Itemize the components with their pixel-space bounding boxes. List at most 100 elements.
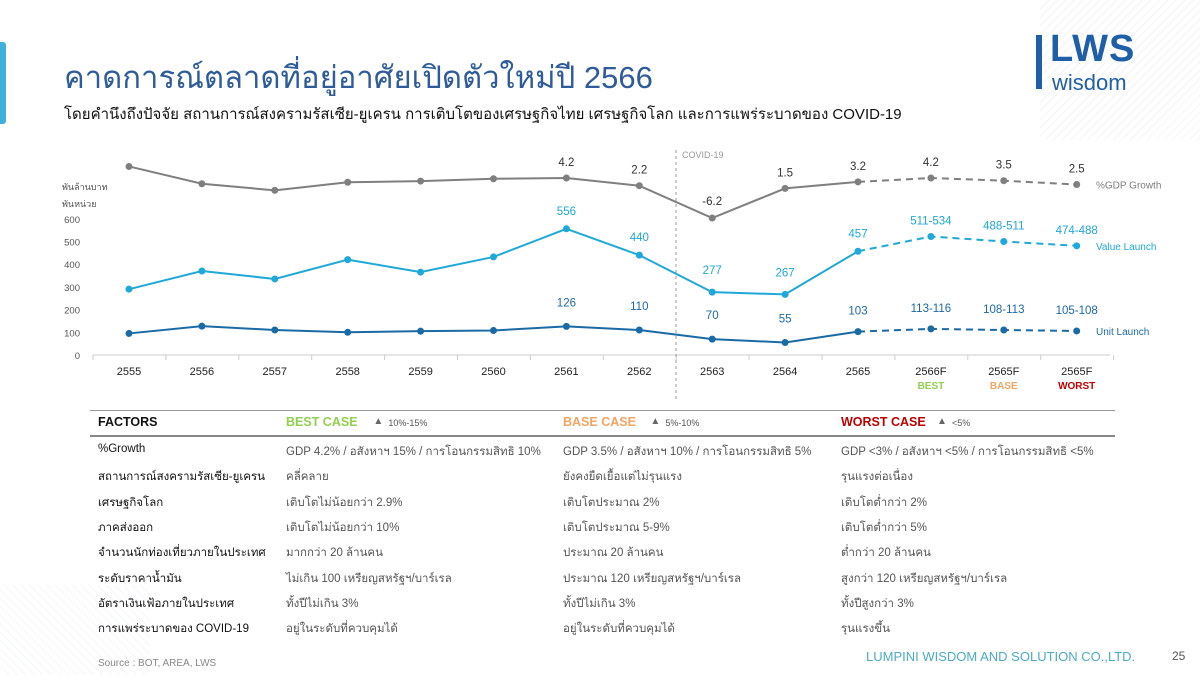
factor-label: ระดับราคาน้ำมัน [98, 572, 182, 585]
series-line-forecast [857, 235, 1077, 253]
line-chart: 2555 2556 2557 2558 2559 2560 2561 2562 2563 2564… [62, 150, 1161, 400]
data-label: 103 [848, 306, 867, 318]
data-label: 110 [630, 301, 648, 313]
case-value-base: ยังคงยืดเยื้อแต่ไม่รุนแรง [563, 471, 682, 484]
data-point [927, 233, 935, 241]
data-point [198, 322, 206, 330]
data-point [125, 329, 133, 337]
data-point [927, 174, 935, 182]
case-value-best: ไม่เกิน 100 เหรียญสหรัฐฯ/บาร์เรล [286, 572, 452, 585]
factors-header: FACTORS [98, 415, 158, 429]
data-point [198, 180, 206, 188]
series-name-label: Value Launch [1096, 242, 1156, 253]
case-value-base: ประมาณ 120 เหรียญสหรัฐฯ/บาร์เรล [563, 572, 742, 585]
data-label: 4.2 [558, 157, 574, 169]
data-point [490, 175, 497, 183]
case-value-best: อยู่ในระดับที่ควบคุมได้ [286, 623, 398, 636]
x-tick-label: 2565F [1061, 366, 1092, 378]
data-point [1000, 238, 1008, 245]
x-tick-label: 2561 [554, 366, 578, 378]
case-value-worst: ทั้งปีสูงกว่า 3% [841, 597, 914, 610]
data-point [417, 177, 425, 185]
data-label: 3.5 [996, 160, 1012, 172]
x-tick-label: 2565F [988, 366, 1019, 378]
data-point [927, 325, 935, 333]
case-value-best: เติบโตไม่น้อยกว่า 2.9% [286, 496, 403, 509]
x-tick-label: 2555 [117, 366, 141, 378]
page-number: 25 [1172, 649, 1186, 663]
series-line-solid [128, 227, 859, 296]
case-value-worst: GDP <3% / อสังหาฯ <5% / การโอนกรรมสิทธิ … [841, 446, 1094, 458]
data-point [781, 290, 789, 298]
x-tick-label: 2557 [263, 366, 287, 378]
series-line-solid [128, 165, 859, 220]
data-label: 267 [776, 267, 795, 279]
data-label: 1.5 [777, 167, 793, 179]
case-value-base: เติบโตประมาณ 5-9% [563, 521, 670, 534]
case-value-best: GDP 4.2% / อสังหาฯ 15% / การโอนกรรมสิทธิ… [286, 446, 541, 458]
series-name-label: %GDP Growth [1096, 181, 1161, 192]
y-tick-label: 600 [64, 215, 80, 226]
data-point [344, 328, 352, 336]
x-tick-label: 2560 [481, 366, 505, 378]
case-growth-range: 10%-15% [388, 418, 428, 428]
data-point [781, 184, 789, 192]
y-tick-label: 500 [64, 238, 80, 249]
data-point [417, 268, 425, 276]
data-label: 105-108 [1056, 305, 1098, 317]
case-growth-range: 5%-10% [665, 418, 700, 428]
series-line-forecast [857, 176, 1077, 186]
y-tick-label: 200 [64, 306, 80, 317]
data-point [635, 326, 643, 334]
y-unit-label: พันหน่วย [62, 199, 97, 209]
data-point [198, 267, 206, 275]
decorative-pattern [0, 585, 150, 675]
accent-bar [0, 42, 6, 124]
x-tick-label: 2565 [846, 366, 870, 378]
y-tick-label: 0 [75, 351, 80, 362]
page-title: คาดการณ์ตลาดที่อยู่อาศัยเปิดตัวใหม่ปี 25… [64, 60, 653, 95]
data-label: 2.2 [631, 165, 647, 177]
case-value-best: เติบโตไม่น้อยกว่า 10% [286, 521, 400, 534]
y-tick-label: 400 [64, 260, 80, 271]
factor-label: ภาคส่งออก [98, 521, 154, 534]
data-point [344, 256, 352, 264]
case-value-base: ประมาณ 20 ล้านคน [563, 547, 664, 560]
data-point [271, 326, 279, 334]
x-tick-label: 2558 [335, 366, 359, 378]
data-point [635, 182, 643, 190]
up-triangle-icon: ▲ [937, 416, 947, 427]
data-label: 277 [703, 265, 722, 277]
data-point [1073, 181, 1081, 189]
case-value-worst: รุนแรงต่อเนื่อง [841, 471, 913, 484]
scenario-label: BEST [918, 381, 945, 392]
factor-label: จำนวนนักท่องเที่ยวภายในประเทศ [98, 547, 266, 560]
logo-subtext: wisdom [1052, 70, 1127, 95]
data-label: 3.2 [850, 161, 866, 173]
data-point [271, 186, 279, 194]
data-point [1000, 326, 1008, 334]
data-point [635, 251, 643, 259]
series-line-forecast [857, 327, 1077, 333]
data-label: 113-116 [911, 303, 952, 315]
data-label: 556 [557, 206, 576, 218]
y-unit-label: พันล้านบาท [62, 182, 108, 192]
case-value-worst: สูงกว่า 120 เหรียญสหรัฐฯ/บาร์เรล [841, 572, 1008, 585]
case-header: BASE CASE [563, 415, 636, 429]
factor-label: การแพร่ระบาดของ COVID-19 [98, 623, 249, 636]
data-point [854, 247, 862, 255]
case-growth-range: <5% [952, 418, 971, 428]
case-value-best: คลี่คลาย [286, 471, 329, 484]
covid-annotation: COVID-19 [682, 150, 724, 160]
data-label: 70 [706, 310, 719, 322]
data-point [417, 327, 425, 335]
x-tick-label: 2562 [627, 366, 651, 378]
case-value-worst: ต่ำกว่า 20 ล้านคน [841, 547, 931, 560]
up-triangle-icon: ▲ [373, 416, 384, 427]
data-label: 457 [848, 228, 867, 240]
data-label: 4.2 [923, 157, 939, 169]
page-subtitle: โดยคำนึงถึงปัจจัย สถานการณ์สงครามรัสเซีย… [64, 106, 902, 123]
data-point [125, 162, 133, 170]
x-tick-label: 2566F [915, 366, 946, 378]
data-label: 108-113 [983, 304, 1024, 316]
